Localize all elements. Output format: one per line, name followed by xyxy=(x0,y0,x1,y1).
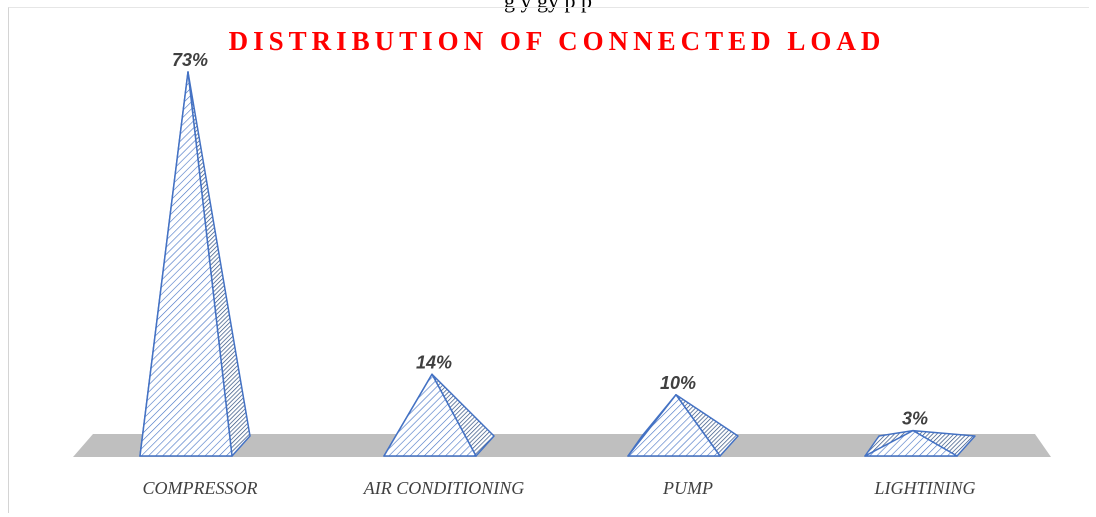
page-caption-fragment: g y gy p p xyxy=(504,0,592,13)
pyramid-bar-pump xyxy=(627,394,739,457)
category-label-compressor: COMPRESSOR xyxy=(143,478,258,498)
chart-title: DISTRIBUTION OF CONNECTED LOAD xyxy=(229,26,886,56)
data-label-lightining: 3% xyxy=(902,409,928,429)
category-label-pump: PUMP xyxy=(662,478,713,498)
data-label-compressor: 73% xyxy=(172,50,208,70)
pyramid-front-face xyxy=(383,373,477,457)
pyramid-front-face xyxy=(627,394,721,457)
data-label-pump: 10% xyxy=(660,373,696,393)
chart-floor xyxy=(73,434,1051,457)
pyramid-front-face xyxy=(139,71,233,457)
pyramid-bar-lightining xyxy=(864,429,976,457)
category-label-air-conditioning: AIR CONDITIONING xyxy=(363,478,525,498)
category-label-lightining: LIGHTINING xyxy=(873,478,975,498)
pyramid-bar-compressor xyxy=(139,71,251,457)
chart-area: DISTRIBUTION OF CONNECTED LOAD 73% COMPRE… xyxy=(8,7,1089,513)
pyramid-front-face xyxy=(864,429,958,457)
chart-svg: DISTRIBUTION OF CONNECTED LOAD 73% COMPRE… xyxy=(73,26,1051,498)
pyramid-bar-air-conditioning xyxy=(383,373,495,457)
data-label-air-conditioning: 14% xyxy=(416,352,452,372)
